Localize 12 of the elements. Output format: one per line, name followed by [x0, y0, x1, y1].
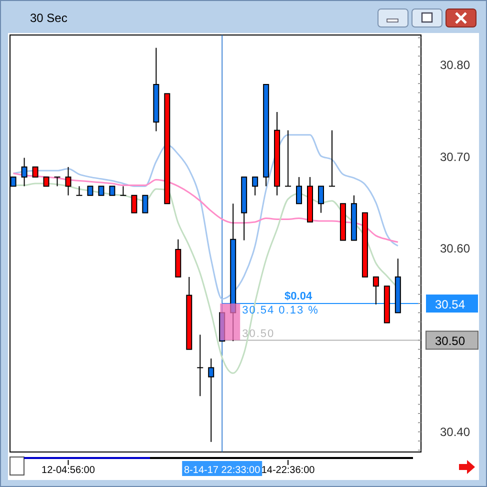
x-tick-label: 8-14-17 22:33:00: [184, 465, 261, 476]
x-tick-label: 14-22:36:00: [261, 465, 316, 476]
y-tick-label: 30.70: [440, 150, 470, 164]
annotation: $0.04: [284, 290, 313, 303]
ref-line-label: 30.54: [435, 298, 466, 312]
annotation: 30.54 0.13 %: [242, 304, 319, 317]
chart-title: 30 Sec: [30, 11, 68, 25]
y-tick-label: 30.80: [440, 58, 470, 72]
x-tick-label: 12-04:56:00: [42, 465, 96, 476]
y-tick-label: 30.40: [440, 424, 470, 439]
ref-line-label: 30.50: [435, 334, 466, 348]
y-tick-label: 30.60: [440, 242, 470, 256]
